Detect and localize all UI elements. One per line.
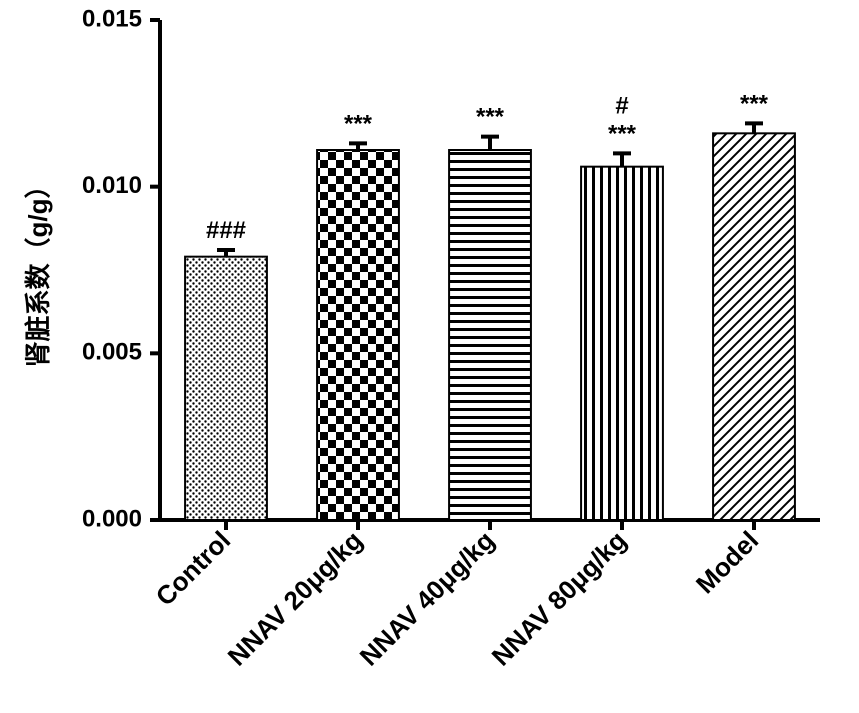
y-axis-label: 肾脏系数（g/g） [23, 173, 53, 368]
xtick-label: NNAV 20μg/kg [222, 525, 369, 672]
bar [581, 167, 663, 520]
xtick-label: Control [150, 525, 237, 612]
bar [449, 150, 531, 520]
significance-label: ### [206, 217, 246, 244]
xtick-label: NNAV 80μg/kg [486, 525, 633, 672]
bar [185, 257, 267, 520]
significance-label: # [615, 92, 628, 119]
ytick-label: 0.010 [82, 172, 142, 199]
xtick-label: Model [690, 525, 764, 599]
significance-label: *** [476, 104, 505, 131]
ytick-label: 0.000 [82, 505, 142, 532]
significance-label: *** [608, 120, 637, 147]
significance-label: *** [344, 110, 373, 137]
significance-label: *** [740, 90, 769, 117]
bar [317, 150, 399, 520]
xtick-label: NNAV 40μg/kg [354, 525, 501, 672]
bar [713, 133, 795, 520]
ytick-label: 0.015 [82, 5, 142, 32]
chart-svg: ###*********#*** ControlNNAV 20μg/kgNNAV… [0, 0, 859, 713]
ytick-label: 0.005 [82, 339, 142, 366]
bar-chart: ###*********#*** ControlNNAV 20μg/kgNNAV… [0, 0, 859, 713]
